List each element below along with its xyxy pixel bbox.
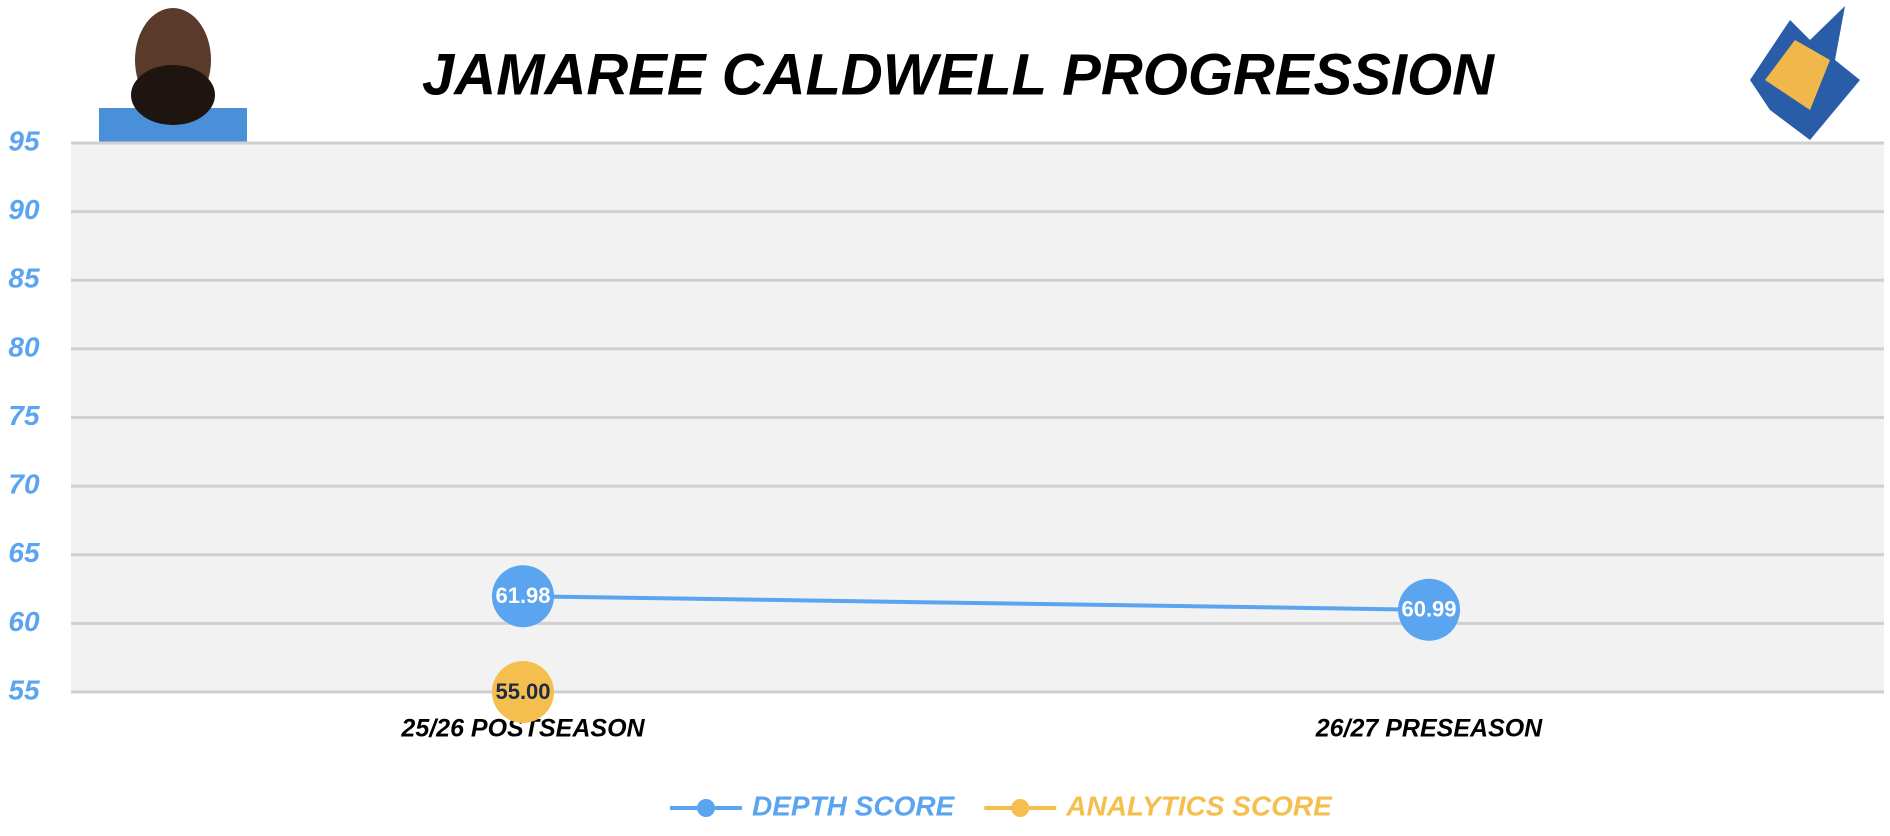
data-point bbox=[492, 661, 554, 723]
y-tick-label: 80 bbox=[8, 331, 40, 362]
series-line bbox=[522, 594, 1430, 612]
y-tick-label: 55 bbox=[8, 674, 40, 705]
chart-title: JAMAREE CALDWELL PROGRESSION bbox=[422, 42, 1495, 107]
y-tick-label: 65 bbox=[8, 537, 40, 568]
y-tick-label: 95 bbox=[8, 125, 40, 156]
player-photo bbox=[99, 8, 247, 143]
data-point bbox=[492, 565, 554, 628]
legend-label: DEPTH SCORE bbox=[752, 790, 956, 821]
y-tick-label: 60 bbox=[8, 606, 40, 637]
y-tick-label: 90 bbox=[8, 194, 40, 225]
team-logo bbox=[1750, 6, 1860, 140]
legend-marker bbox=[1011, 799, 1030, 817]
legend-marker bbox=[697, 799, 715, 817]
data-label: 55.00 bbox=[495, 679, 550, 704]
data-point bbox=[1398, 578, 1460, 641]
data-label: 61.98 bbox=[495, 583, 550, 608]
x-tick-label: 26/27 PRESEASON bbox=[1315, 715, 1543, 743]
y-tick-label: 75 bbox=[8, 400, 40, 431]
legend-label: ANALYTICS SCORE bbox=[1065, 790, 1333, 821]
data-label: 60.99 bbox=[1401, 597, 1456, 622]
legend: DEPTH SCORE ANALYTICS SCORE bbox=[670, 790, 1333, 821]
y-tick-label: 85 bbox=[8, 263, 40, 294]
y-tick-label: 70 bbox=[8, 469, 40, 500]
